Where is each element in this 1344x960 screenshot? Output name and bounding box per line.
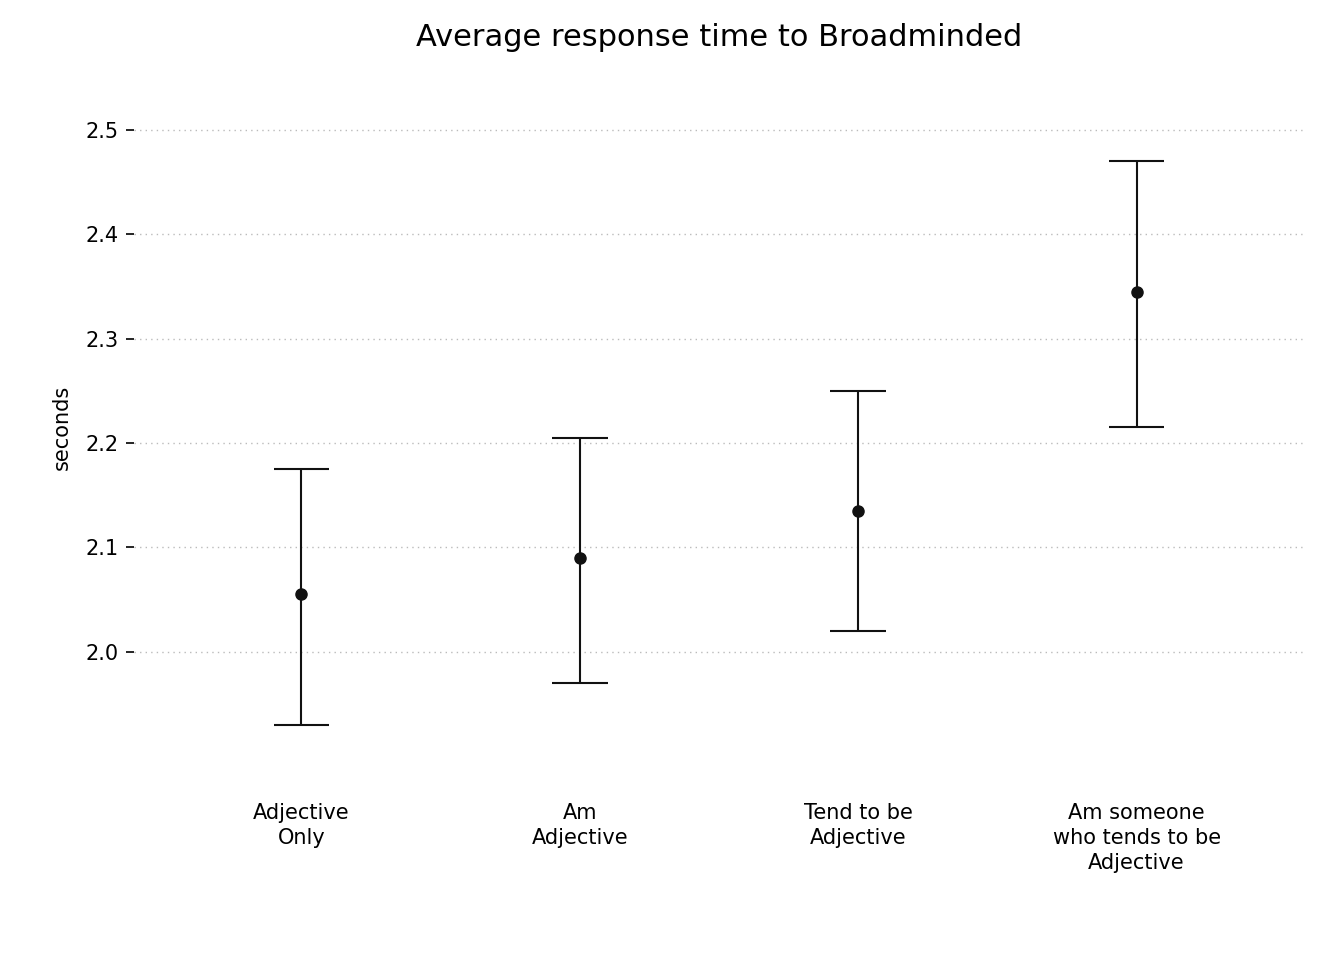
Title: Average response time to Broadminded: Average response time to Broadminded (415, 23, 1023, 53)
Y-axis label: seconds: seconds (52, 385, 73, 469)
